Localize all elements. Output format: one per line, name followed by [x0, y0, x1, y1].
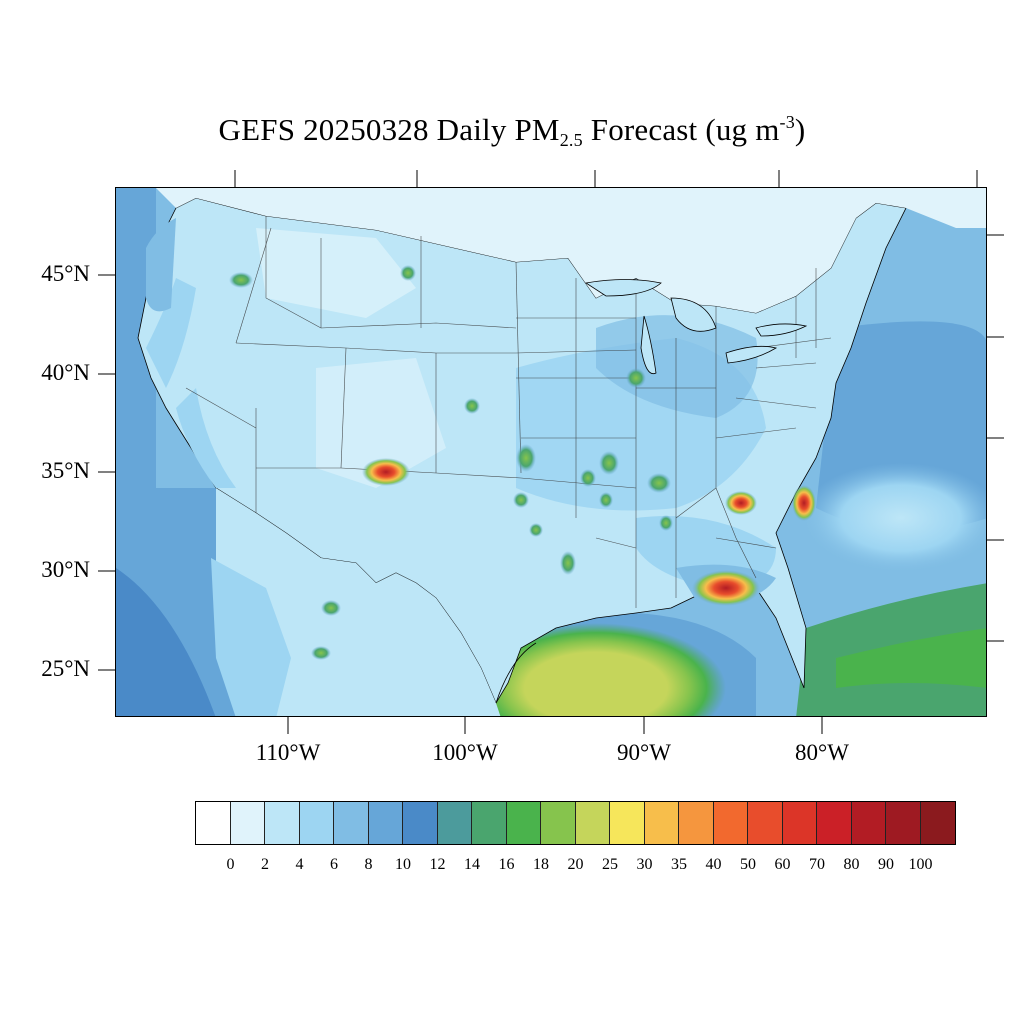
title-rest: Forecast (ug m — [582, 112, 780, 147]
lat-label-45n: 45°N — [41, 261, 90, 286]
colorbar-label: 40 — [705, 856, 722, 873]
colorbar-label: 6 — [330, 856, 338, 873]
colorbar — [195, 801, 956, 845]
colorbar-swatch — [679, 802, 714, 844]
colorbar-label: 80 — [843, 856, 860, 873]
colorbar-swatch — [575, 802, 610, 844]
title-subscript: 2.5 — [559, 130, 583, 150]
colorbar-swatch — [748, 802, 783, 844]
lat-label-40n: 40°N — [41, 360, 90, 385]
colorbar-label: 2 — [261, 856, 269, 873]
colorbar-label: 10 — [395, 856, 411, 873]
lat-label-25n: 25°N — [41, 656, 90, 681]
colorbar-label: 4 — [295, 856, 304, 873]
colorbar-swatch — [299, 802, 334, 844]
colorbar-label: 60 — [774, 856, 791, 873]
colorbar-label: 50 — [740, 856, 756, 873]
colorbar-label: 12 — [429, 856, 446, 873]
colorbar-swatch — [403, 802, 438, 844]
colorbar-swatch — [886, 802, 921, 844]
colorbar-swatch — [368, 802, 403, 844]
colorbar-swatch — [920, 802, 955, 844]
colorbar-swatch — [713, 802, 748, 844]
colorbar-swatch — [437, 802, 472, 844]
colorbar-swatch — [817, 802, 852, 844]
colorbar-swatch — [334, 802, 369, 844]
colorbar-swatch — [644, 802, 679, 844]
colorbar-label: 30 — [636, 856, 653, 873]
forecast-map — [116, 188, 986, 716]
lat-label-35n: 35°N — [41, 458, 90, 483]
map-title: GEFS 20250328 Daily PM2.5 Forecast (ug m… — [0, 112, 1024, 151]
colorbar-swatch — [230, 802, 265, 844]
colorbar-label: 35 — [671, 856, 687, 873]
colorbar-label: 18 — [533, 856, 549, 873]
colorbar-swatch — [610, 802, 645, 844]
lon-label-80w: 80°W — [795, 740, 849, 765]
colorbar-swatch — [541, 802, 576, 844]
lon-label-110w: 110°W — [255, 740, 321, 765]
colorbar-swatch — [265, 802, 300, 844]
title-main: GEFS 20250328 Daily PM — [218, 112, 560, 147]
colorbar-label: 100 — [908, 856, 933, 873]
colorbar-label: 25 — [602, 856, 618, 873]
colorbar-label: 14 — [464, 856, 480, 873]
lon-label-100w: 100°W — [432, 740, 498, 765]
colorbar-label: 70 — [809, 856, 825, 873]
title-close: ) — [794, 112, 806, 147]
lon-label-90w: 90°W — [617, 740, 671, 765]
colorbar-swatch — [851, 802, 886, 844]
lat-label-30n: 30°N — [41, 557, 90, 582]
colorbar-label: 90 — [878, 856, 894, 873]
colorbar-swatch — [506, 802, 541, 844]
map-area — [115, 187, 987, 717]
colorbar-label: 16 — [498, 856, 515, 873]
colorbar-swatch — [472, 802, 507, 844]
colorbar-swatch — [196, 802, 231, 844]
title-superscript: -3 — [779, 112, 795, 132]
colorbar-label: 0 — [226, 856, 235, 873]
colorbar-swatch — [782, 802, 817, 844]
colorbar-label: 20 — [567, 856, 584, 873]
colorbar-label: 8 — [364, 856, 373, 873]
